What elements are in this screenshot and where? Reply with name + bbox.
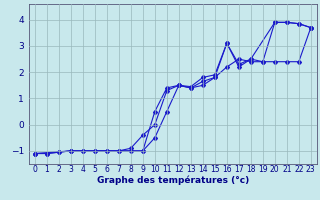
X-axis label: Graphe des températures (°c): Graphe des températures (°c)	[97, 175, 249, 185]
